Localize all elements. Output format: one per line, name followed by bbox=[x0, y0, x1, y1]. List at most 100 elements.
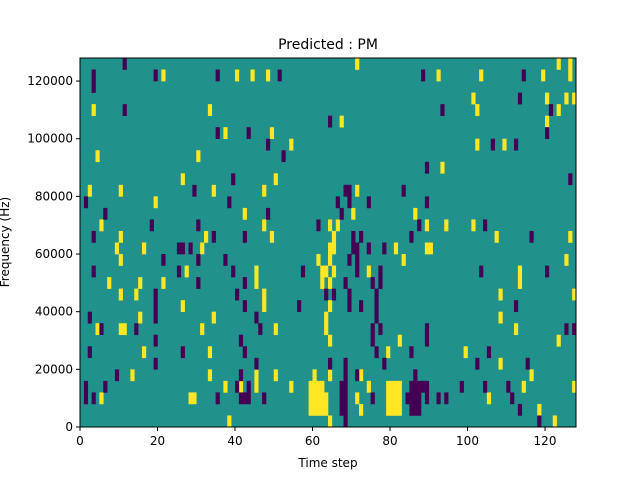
heatmap-cell-low bbox=[211, 230, 216, 243]
heatmap-cell-high bbox=[331, 230, 337, 243]
heatmap-cell-high bbox=[138, 277, 143, 289]
heatmap-cell-high bbox=[556, 58, 561, 70]
heatmap-cell-low bbox=[370, 323, 375, 336]
heatmap-cell-high bbox=[366, 380, 371, 393]
heatmap-cell-high bbox=[545, 92, 550, 105]
heatmap-cell-high bbox=[161, 277, 166, 289]
heatmap-cell-high bbox=[204, 230, 209, 243]
heatmap-cell-high bbox=[273, 173, 278, 186]
heatmap-cell-low bbox=[355, 265, 360, 278]
heatmap-cell-low bbox=[149, 219, 154, 232]
heatmap-cell-high bbox=[324, 392, 329, 405]
heatmap-cell-high bbox=[269, 230, 275, 243]
heatmap-cell-low bbox=[421, 69, 426, 82]
x-tick-label: 80 bbox=[382, 434, 397, 448]
heatmap-cell-low bbox=[238, 392, 244, 405]
heatmap-cell-low bbox=[347, 184, 352, 197]
heatmap-cell-low bbox=[548, 104, 554, 116]
y-tick-label: 120000 bbox=[27, 74, 73, 88]
heatmap-cell-high bbox=[502, 138, 507, 151]
heatmap-cell-high bbox=[471, 92, 476, 105]
heatmap-cell-high bbox=[479, 69, 484, 82]
heatmap-cell-high bbox=[328, 415, 333, 428]
heatmap-cell-low bbox=[351, 242, 356, 255]
heatmap-cell-high bbox=[262, 184, 267, 197]
heatmap-cell-high bbox=[328, 219, 333, 232]
heatmap-cell-high bbox=[320, 403, 325, 416]
heatmap-cell-low bbox=[258, 323, 263, 336]
heatmap-cell-high bbox=[498, 357, 503, 370]
heatmap-cell-low bbox=[417, 380, 422, 393]
heatmap-cell-low bbox=[176, 242, 182, 255]
heatmap-cell-high bbox=[541, 69, 546, 82]
heatmap-cell-low bbox=[242, 392, 247, 405]
heatmap-cell-low bbox=[444, 392, 449, 405]
heatmap-cell-low bbox=[277, 69, 282, 82]
heatmap-cell-high bbox=[200, 323, 205, 336]
heatmap-cell-high bbox=[180, 300, 185, 312]
x-tick-label: 0 bbox=[76, 434, 84, 448]
heatmap-cell-high bbox=[335, 219, 340, 232]
heatmap-cell-low bbox=[506, 380, 511, 393]
heatmap-cell-low bbox=[153, 357, 158, 370]
heatmap-cell-high bbox=[564, 254, 569, 266]
y-tick-label: 80000 bbox=[35, 189, 73, 203]
heatmap-cell-high bbox=[235, 69, 240, 82]
heatmap-cell-high bbox=[331, 242, 337, 255]
heatmap-cell-low bbox=[424, 161, 430, 174]
heatmap-cell-low bbox=[424, 323, 430, 336]
heatmap-cell-low bbox=[254, 311, 259, 324]
heatmap-cell-high bbox=[486, 392, 492, 405]
heatmap-cell-low bbox=[417, 219, 422, 232]
heatmap-cell-high bbox=[393, 380, 399, 393]
heatmap-cell-low bbox=[355, 242, 360, 255]
heatmap-cell-low bbox=[347, 196, 352, 209]
heatmap-cell-low bbox=[343, 380, 348, 393]
heatmap-cell-low bbox=[339, 207, 344, 220]
heatmap-cell-low bbox=[537, 415, 542, 428]
heatmap-cell-high bbox=[223, 127, 228, 140]
heatmap-cell-low bbox=[99, 323, 104, 336]
heatmap-cell-high bbox=[436, 69, 441, 82]
heatmap-cell-low bbox=[378, 323, 383, 336]
heatmap-cell-low bbox=[564, 323, 569, 336]
heatmap-cell-low bbox=[316, 219, 321, 232]
y-tick-label: 20000 bbox=[35, 362, 73, 376]
heatmap-cell-low bbox=[91, 265, 96, 278]
heatmap-cell-low bbox=[238, 369, 244, 382]
heatmap-cell-low bbox=[483, 219, 488, 232]
heatmap-cell-low bbox=[359, 230, 364, 243]
heatmap-cell-high bbox=[572, 380, 577, 393]
heatmap-cell-high bbox=[521, 380, 526, 393]
heatmap-cell-high bbox=[269, 127, 275, 140]
heatmap-cell-high bbox=[498, 288, 503, 301]
heatmap-cell-high bbox=[386, 392, 391, 405]
heatmap-cell-high bbox=[289, 380, 294, 393]
heatmap-cell-high bbox=[463, 346, 468, 359]
heatmap-cell-low bbox=[370, 277, 375, 289]
heatmap-cell-low bbox=[459, 380, 464, 393]
heatmap-cell-high bbox=[428, 242, 433, 255]
heatmap-cell-low bbox=[347, 254, 352, 266]
heatmap-cell-low bbox=[366, 196, 371, 209]
heatmap-cell-high bbox=[196, 150, 201, 163]
x-axis: 0 20 40 60 80 100 120 bbox=[76, 427, 556, 448]
heatmap-cell-low bbox=[180, 346, 185, 359]
heatmap-cell-low bbox=[359, 300, 364, 312]
heatmap-cell-low bbox=[347, 300, 352, 312]
heatmap-cell-low bbox=[568, 173, 573, 186]
heatmap-cell-low bbox=[413, 369, 418, 382]
heatmap-cell-low bbox=[514, 300, 519, 312]
heatmap-cell-low bbox=[572, 323, 577, 336]
heatmap-cell-high bbox=[273, 323, 278, 336]
heatmap-cell-low bbox=[409, 392, 414, 405]
heatmap-cell-high bbox=[138, 311, 143, 324]
heatmap-cell-low bbox=[405, 392, 410, 405]
heatmap-cell-high bbox=[328, 242, 333, 255]
heatmap-cell-low bbox=[91, 230, 96, 243]
heatmap-cell-low bbox=[87, 346, 92, 359]
heatmap-cell-high bbox=[273, 369, 278, 382]
heatmap-cell-high bbox=[308, 392, 313, 405]
heatmap-cell-high bbox=[568, 69, 573, 82]
heatmap-cell-low bbox=[517, 92, 523, 105]
